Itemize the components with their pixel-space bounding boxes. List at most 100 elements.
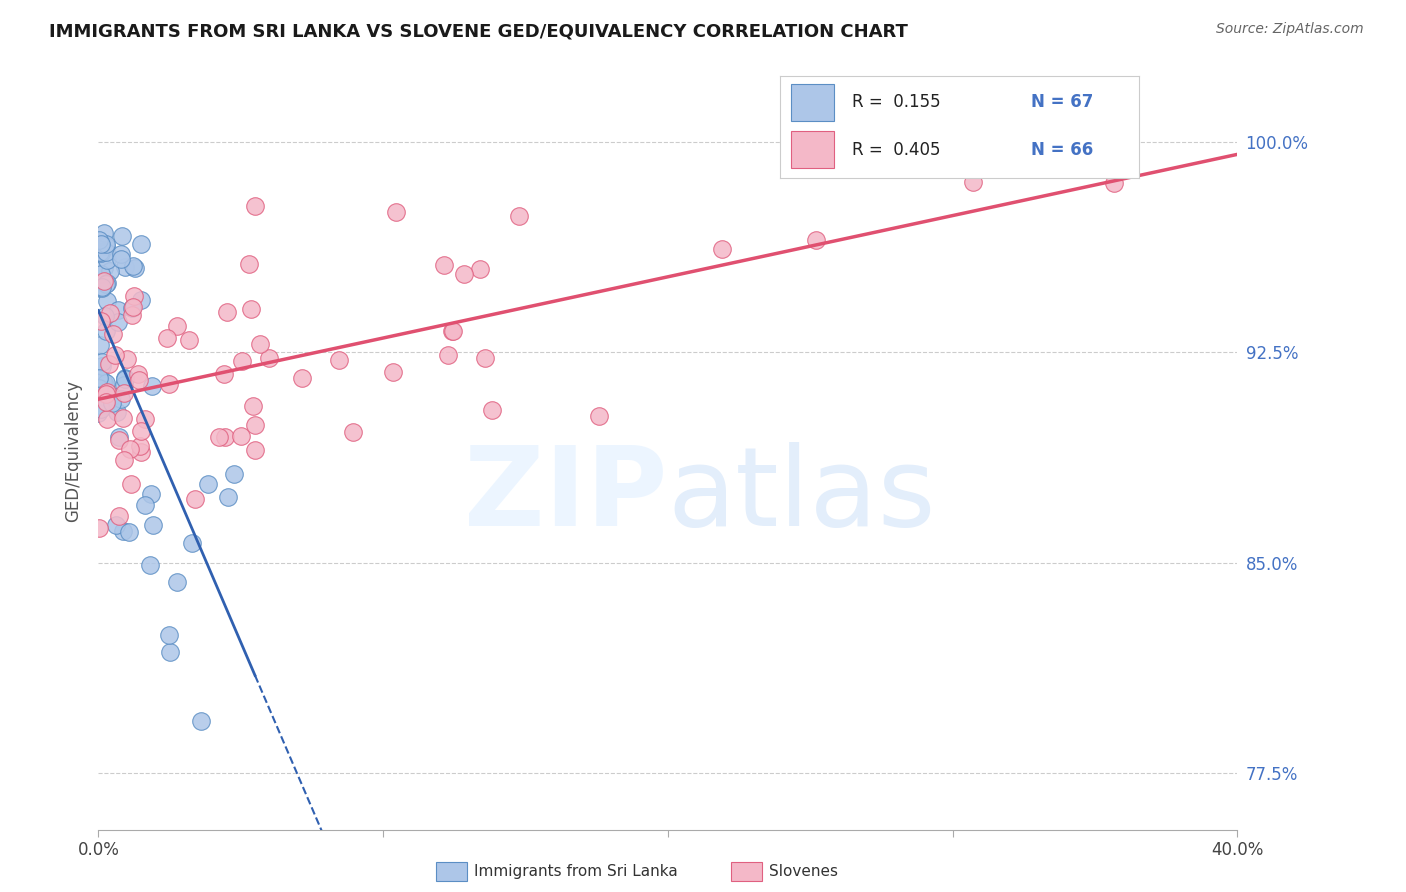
Point [87, 233, 110, 247]
Point [96, 395, 118, 409]
Point [257, 351, 280, 366]
Point [291, 370, 314, 384]
Point [108, 509, 131, 524]
Point [120, 442, 142, 457]
Point [156, 331, 179, 345]
Point [243, 199, 266, 213]
Point [382, 365, 405, 379]
Point [224, 467, 246, 481]
Point [91, 280, 114, 294]
Point [215, 304, 238, 318]
Point [98, 306, 121, 320]
Point [121, 301, 143, 315]
Text: N = 66: N = 66 [1032, 141, 1094, 159]
Point [121, 308, 143, 322]
Point [121, 301, 143, 316]
Point [440, 324, 463, 338]
Point [157, 628, 180, 642]
Point [112, 524, 135, 538]
Point [508, 209, 530, 223]
Point [94, 238, 117, 252]
Point [231, 354, 253, 368]
Point [453, 268, 475, 282]
Point [129, 445, 152, 459]
Point [110, 247, 132, 261]
Point [184, 491, 207, 506]
Point [94, 277, 117, 292]
Point [93, 310, 115, 324]
Point [197, 477, 219, 491]
Point [89, 371, 111, 385]
Point [139, 486, 162, 500]
Point [111, 411, 134, 425]
Point [142, 517, 165, 532]
Point [90, 402, 112, 417]
Point [107, 303, 129, 318]
Point [89, 338, 111, 352]
Point [474, 351, 496, 365]
Point [245, 443, 267, 458]
Text: IMMIGRANTS FROM SRI LANKA VS SLOVENE GED/EQUIVALENCY CORRELATION CHART: IMMIGRANTS FROM SRI LANKA VS SLOVENE GED… [49, 22, 908, 40]
Point [94, 376, 117, 390]
Point [243, 418, 266, 433]
Point [114, 371, 136, 385]
Point [249, 337, 271, 351]
Point [481, 402, 503, 417]
Text: R =  0.405: R = 0.405 [852, 141, 941, 159]
Text: Slovenes: Slovenes [769, 864, 838, 879]
Text: R =  0.155: R = 0.155 [852, 94, 941, 112]
Point [93, 226, 115, 240]
Point [468, 261, 491, 276]
Point [89, 244, 111, 259]
Point [804, 233, 827, 247]
Point [87, 521, 110, 535]
Point [441, 324, 464, 338]
Point [96, 244, 118, 259]
Point [166, 319, 188, 334]
Point [90, 314, 112, 328]
Point [120, 477, 142, 491]
Point [104, 348, 127, 362]
Point [91, 281, 114, 295]
Point [433, 258, 456, 272]
Point [231, 429, 253, 443]
Point [129, 439, 152, 453]
Point [159, 645, 181, 659]
Point [89, 381, 111, 395]
Point [114, 372, 136, 386]
Point [139, 558, 162, 572]
Point [114, 260, 136, 274]
Point [212, 368, 235, 382]
Point [110, 252, 132, 266]
Point [96, 384, 118, 399]
Point [384, 204, 406, 219]
Point [217, 491, 239, 505]
Point [96, 324, 118, 338]
Point [157, 376, 180, 391]
Y-axis label: GED/Equivalency: GED/Equivalency [65, 379, 83, 522]
Point [328, 352, 350, 367]
FancyBboxPatch shape [792, 131, 834, 168]
Point [131, 237, 153, 252]
Point [96, 386, 118, 401]
Point [190, 714, 212, 728]
Point [98, 357, 121, 371]
Point [134, 411, 156, 425]
Point [105, 405, 128, 419]
Point [87, 405, 110, 419]
Point [91, 375, 114, 389]
Point [117, 525, 139, 540]
Point [90, 246, 112, 260]
Point [107, 315, 129, 329]
Point [107, 429, 129, 443]
Point [238, 257, 260, 271]
Point [91, 355, 114, 369]
Point [121, 260, 143, 274]
Point [710, 242, 733, 256]
Point [166, 575, 188, 590]
Point [962, 175, 984, 189]
Point [96, 252, 118, 267]
Point [127, 367, 149, 381]
Point [94, 236, 117, 251]
Point [134, 498, 156, 512]
